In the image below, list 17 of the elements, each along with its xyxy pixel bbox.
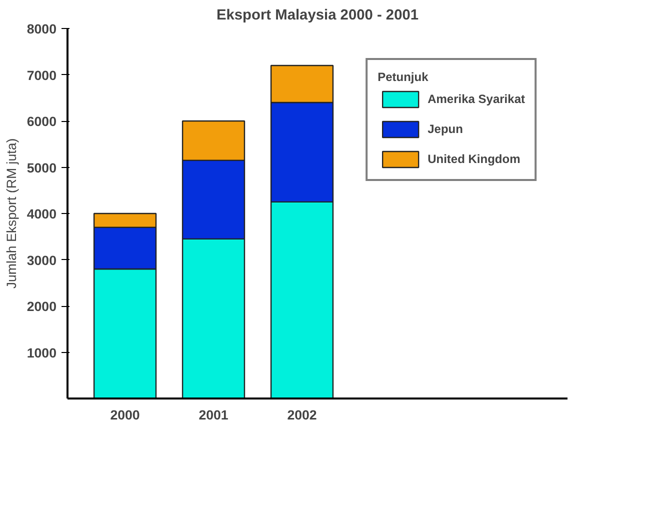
y-tick-label: 5000 bbox=[26, 160, 57, 176]
x-tick-label: 2001 bbox=[198, 408, 229, 422]
y-tick-label: 2000 bbox=[26, 299, 57, 314]
x-tick-label: 2000 bbox=[110, 408, 140, 422]
chart-title: Eksport Malaysia 2000 - 2001 bbox=[216, 8, 419, 24]
legend-title: Petunjuk bbox=[378, 70, 430, 84]
y-tick-label: 4000 bbox=[26, 206, 57, 222]
y-tick-label: 3000 bbox=[26, 252, 57, 268]
y-tick-label: 1000 bbox=[26, 345, 57, 360]
x-tick-label: 2002 bbox=[287, 408, 317, 422]
legend-label: United Kingdom bbox=[428, 152, 520, 166]
legend-label: Amerika Syarikat bbox=[428, 92, 525, 106]
y-tick-label: 8000 bbox=[26, 22, 57, 36]
y-tick-label: 7000 bbox=[26, 68, 57, 83]
legend-label: Jepun bbox=[428, 122, 463, 136]
y-tick-label: 6000 bbox=[26, 114, 57, 129]
y-axis-title: Jumlah Eksport (RM juta) bbox=[4, 138, 19, 289]
